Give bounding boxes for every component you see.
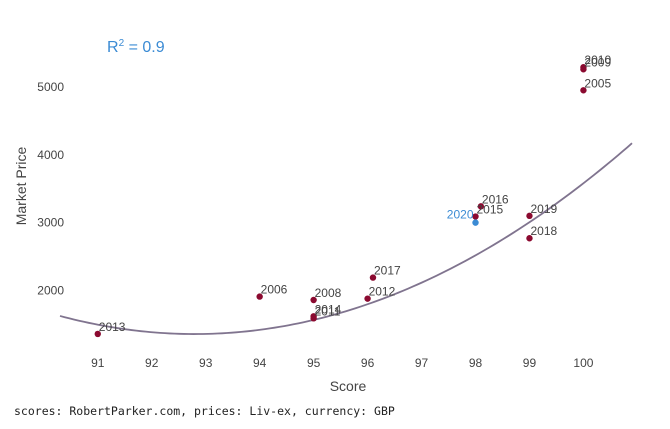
data-point[interactable] <box>526 212 533 220</box>
data-point[interactable] <box>472 219 479 226</box>
data-label: 2005 <box>584 76 611 90</box>
data-label: 2018 <box>530 224 557 238</box>
x-tick-label: 97 <box>415 356 429 370</box>
x-tick-label: 96 <box>361 356 375 370</box>
data-point[interactable] <box>310 296 317 304</box>
data-label: 2019 <box>530 202 557 216</box>
x-tick-label: 98 <box>469 356 483 370</box>
data-point[interactable] <box>364 295 371 302</box>
y-tick-label: 2000 <box>37 283 64 297</box>
data-point[interactable] <box>256 293 263 300</box>
x-tick-label: 95 <box>307 356 321 370</box>
data-label: 2017 <box>374 264 401 278</box>
x-tick-label: 92 <box>145 356 159 370</box>
y-axis-title: Market Price <box>13 147 29 226</box>
x-tick-label: 93 <box>199 356 213 370</box>
r-squared-annotation: R2 = 0.9 <box>107 38 165 56</box>
data-point[interactable] <box>94 330 101 338</box>
x-tick-label: 91 <box>91 356 105 370</box>
x-axis-ticks: 91 92 93 94 95 96 97 98 99 100 <box>91 356 594 370</box>
y-tick-label: 3000 <box>37 216 64 230</box>
data-label: 2016 <box>482 192 509 206</box>
trendline <box>59 142 633 335</box>
data-label: 2008 <box>315 286 342 300</box>
data-label: 2020 <box>447 208 474 222</box>
data-point[interactable] <box>580 66 587 73</box>
data-points <box>94 64 587 338</box>
data-point[interactable] <box>310 315 317 322</box>
data-label: 2014 <box>315 302 342 316</box>
data-point[interactable] <box>477 203 485 210</box>
data-label: 2009 <box>584 55 611 69</box>
scatter-chart: 91 92 93 94 95 96 97 98 99 100 2000 3000 4000 5000 2… <box>13 38 633 394</box>
data-label: 2013 <box>99 320 126 334</box>
y-axis-ticks: 2000 3000 4000 5000 <box>37 80 64 298</box>
data-label: 2011 <box>315 304 341 318</box>
x-tick-label: 100 <box>573 356 593 370</box>
data-label: 2015 <box>477 203 504 217</box>
data-point[interactable] <box>369 274 377 281</box>
data-point[interactable] <box>580 87 587 94</box>
data-label: 2006 <box>261 283 288 297</box>
trendline-layer <box>59 142 633 335</box>
y-tick-label: 5000 <box>37 80 64 94</box>
x-tick-label: 99 <box>523 356 537 370</box>
x-tick-label: 94 <box>253 356 267 370</box>
data-point[interactable] <box>526 235 533 242</box>
data-point[interactable] <box>472 213 479 220</box>
data-label: 2012 <box>369 285 396 299</box>
data-label: 2010 <box>584 53 611 67</box>
x-axis-title: Score <box>330 378 367 394</box>
y-tick-label: 4000 <box>37 148 64 162</box>
source-footnote: scores: RobertParker.com, prices: Liv-ex… <box>14 404 395 418</box>
